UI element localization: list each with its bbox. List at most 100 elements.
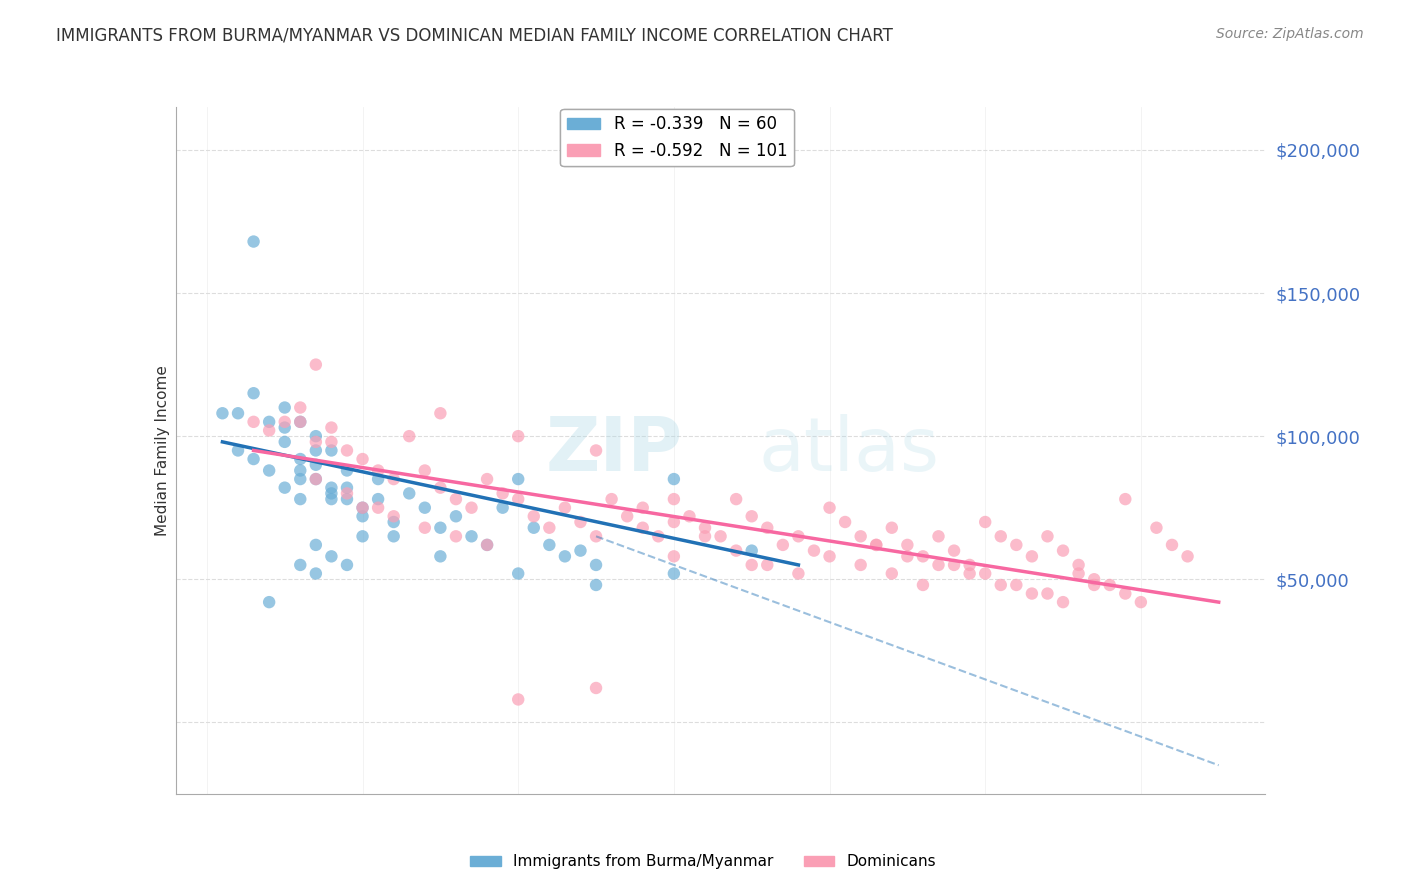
Point <box>352 452 374 467</box>
Point <box>305 472 328 486</box>
Point <box>352 500 374 515</box>
Point <box>974 566 997 581</box>
Point <box>336 481 359 495</box>
Text: Source: ZipAtlas.com: Source: ZipAtlas.com <box>1216 27 1364 41</box>
Point <box>1021 549 1043 564</box>
Point <box>429 521 451 535</box>
Point <box>834 515 856 529</box>
Point <box>585 443 607 458</box>
Point <box>662 549 685 564</box>
Point <box>398 429 420 443</box>
Point <box>756 558 779 572</box>
Point <box>367 472 389 486</box>
Point <box>585 681 607 695</box>
Point <box>382 472 405 486</box>
Point <box>1083 578 1105 592</box>
Legend: R = -0.339   N = 60, R = -0.592   N = 101: R = -0.339 N = 60, R = -0.592 N = 101 <box>560 109 794 166</box>
Point <box>321 492 343 507</box>
Point <box>849 558 872 572</box>
Point <box>398 486 420 500</box>
Point <box>943 558 966 572</box>
Point <box>990 529 1012 543</box>
Point <box>305 429 328 443</box>
Point <box>523 509 546 524</box>
Point <box>508 492 530 507</box>
Point <box>429 481 451 495</box>
Point <box>896 549 918 564</box>
Point <box>865 538 887 552</box>
Point <box>444 509 467 524</box>
Point <box>290 415 312 429</box>
Point <box>943 543 966 558</box>
Point <box>1052 543 1074 558</box>
Point <box>662 566 685 581</box>
Point <box>352 529 374 543</box>
Point <box>508 566 530 581</box>
Point <box>274 415 297 429</box>
Point <box>803 543 825 558</box>
Point <box>725 492 748 507</box>
Point <box>569 543 592 558</box>
Point <box>741 543 763 558</box>
Point <box>290 472 312 486</box>
Point <box>554 549 576 564</box>
Point <box>444 492 467 507</box>
Point <box>1021 586 1043 600</box>
Point <box>662 472 685 486</box>
Point <box>990 578 1012 592</box>
Point <box>274 420 297 434</box>
Text: IMMIGRANTS FROM BURMA/MYANMAR VS DOMINICAN MEDIAN FAMILY INCOME CORRELATION CHAR: IMMIGRANTS FROM BURMA/MYANMAR VS DOMINIC… <box>56 27 893 45</box>
Point <box>880 566 903 581</box>
Point <box>662 492 685 507</box>
Point <box>616 509 638 524</box>
Point <box>460 529 482 543</box>
Point <box>305 443 328 458</box>
Point <box>444 529 467 543</box>
Point <box>974 515 997 529</box>
Point <box>928 529 950 543</box>
Point <box>336 463 359 477</box>
Point <box>647 529 669 543</box>
Point <box>367 492 389 507</box>
Point <box>242 386 264 401</box>
Point <box>492 486 515 500</box>
Point <box>274 481 297 495</box>
Point <box>787 529 810 543</box>
Point <box>693 529 716 543</box>
Point <box>290 415 312 429</box>
Point <box>1114 586 1136 600</box>
Point <box>569 515 592 529</box>
Point <box>896 538 918 552</box>
Point <box>413 500 436 515</box>
Point <box>1083 572 1105 586</box>
Point <box>305 434 328 449</box>
Point <box>352 500 374 515</box>
Point <box>911 549 934 564</box>
Point <box>242 415 264 429</box>
Point <box>257 463 280 477</box>
Point <box>305 538 328 552</box>
Point <box>321 420 343 434</box>
Point <box>382 515 405 529</box>
Point <box>226 443 249 458</box>
Point <box>741 558 763 572</box>
Point <box>321 549 343 564</box>
Point <box>475 538 498 552</box>
Point <box>257 424 280 438</box>
Point <box>336 492 359 507</box>
Point <box>508 472 530 486</box>
Point <box>274 434 297 449</box>
Point <box>725 543 748 558</box>
Point <box>290 452 312 467</box>
Point <box>787 566 810 581</box>
Point <box>662 515 685 529</box>
Text: atlas: atlas <box>759 414 939 487</box>
Point <box>678 509 700 524</box>
Point <box>413 463 436 477</box>
Point <box>274 401 297 415</box>
Point <box>1005 538 1028 552</box>
Point <box>818 500 841 515</box>
Point <box>880 521 903 535</box>
Point <box>290 558 312 572</box>
Point <box>429 549 451 564</box>
